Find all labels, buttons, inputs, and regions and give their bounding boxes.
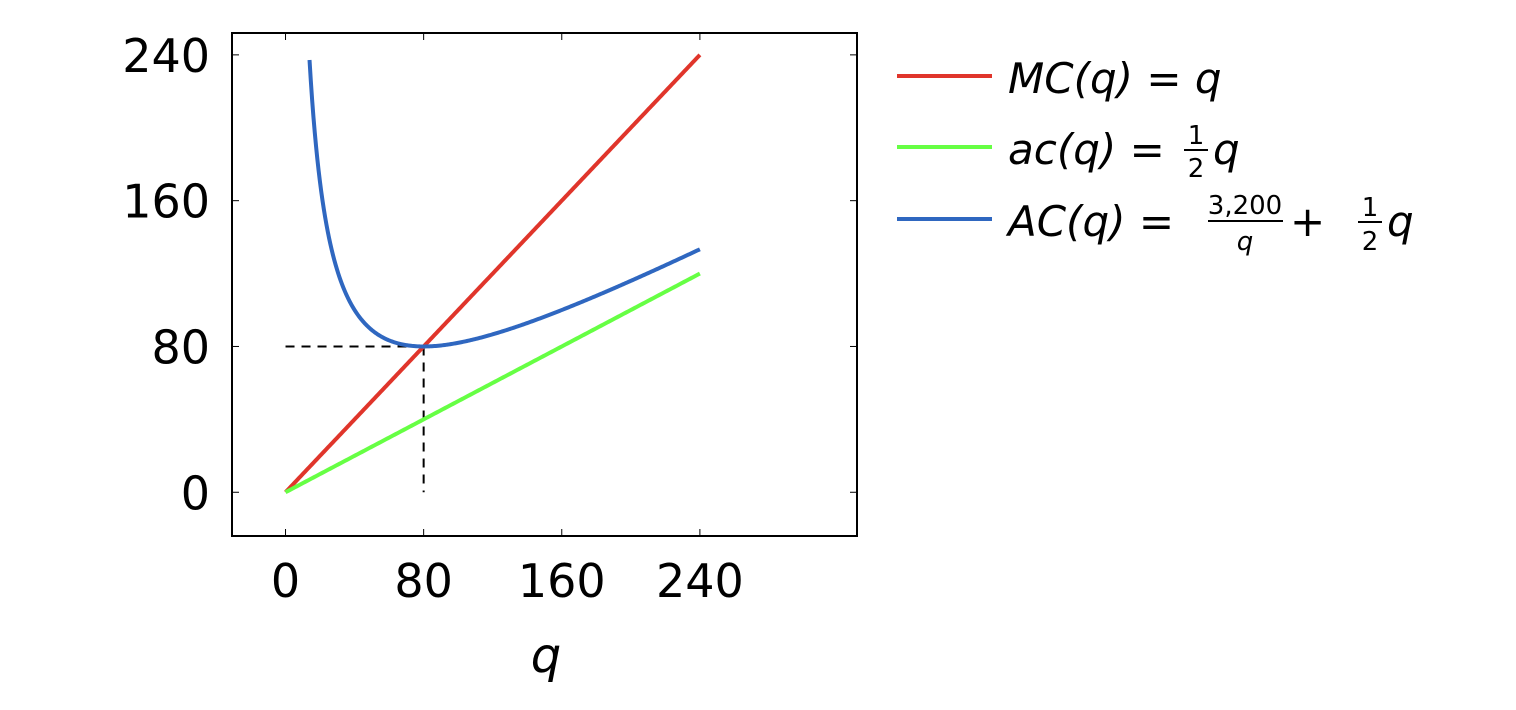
legend-label-mc: MC(q) = q xyxy=(1008,54,1222,103)
legend-label-ac: AC(q) = 3,200 q + 1 2 q xyxy=(1005,191,1414,257)
legend-fraction-denominator: 2 xyxy=(1188,154,1205,184)
series-lines xyxy=(284,53,702,495)
legend-fraction-numerator: 3,200 xyxy=(1208,191,1282,221)
x-tick-label: 0 xyxy=(271,554,300,608)
x-tick-label: 80 xyxy=(394,554,453,608)
series-line-ac xyxy=(307,59,701,349)
x-tick-label: 160 xyxy=(518,554,606,608)
svg-text:ac(q) =: ac(q) = xyxy=(1008,125,1165,174)
y-tick-label: 80 xyxy=(151,320,210,374)
y-tick-label: 160 xyxy=(122,175,210,229)
series-line-mc xyxy=(284,53,702,494)
tick-labels: 0 80 160 240 0 80 160 240 xyxy=(122,29,744,608)
svg-text:+: + xyxy=(1290,197,1325,246)
x-tick-label: 240 xyxy=(656,554,744,608)
legend-fraction-numerator: 1 xyxy=(1188,121,1205,151)
svg-text:q: q xyxy=(1213,125,1240,174)
plot-frame xyxy=(231,32,858,537)
legend: MC(q) = q ac(q) = 1 2 q AC(q) = 3,200 q … xyxy=(897,54,1414,257)
svg-text:AC(q) =: AC(q) = xyxy=(1005,197,1174,246)
y-tick-label: 0 xyxy=(181,466,210,520)
svg-text:q: q xyxy=(1387,197,1414,246)
legend-fraction-denominator: q xyxy=(1237,227,1254,257)
y-tick-label: 240 xyxy=(122,29,210,83)
x-axis-label: q xyxy=(531,628,561,684)
legend-label-ac-lower: ac(q) = 1 2 q xyxy=(1008,121,1240,184)
legend-fraction-denominator: 2 xyxy=(1362,227,1379,257)
series-line-ac_lower xyxy=(284,271,701,495)
legend-fraction-numerator: 1 xyxy=(1362,193,1379,223)
axis-ticks xyxy=(232,33,857,536)
